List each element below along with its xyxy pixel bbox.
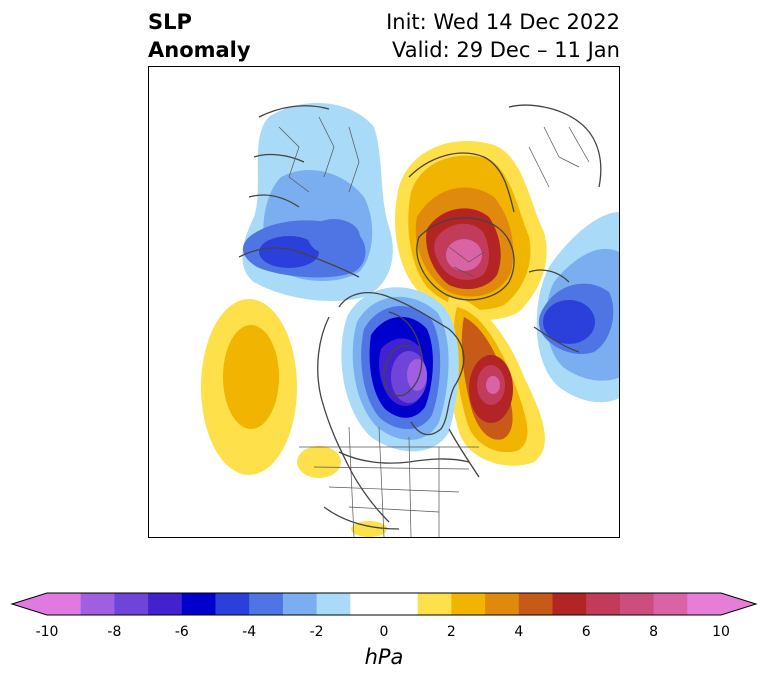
colorbar-cell <box>586 593 621 615</box>
colorbar-tick-label: 6 <box>581 624 591 640</box>
colorbar-tick-label: 8 <box>649 624 659 640</box>
negative-anomaly-north-pacific <box>242 103 393 302</box>
colorbar-cell <box>485 593 520 615</box>
init-date: Init: Wed 14 Dec 2022 <box>386 10 620 34</box>
colorbar-cell <box>47 593 82 615</box>
colorbar <box>10 592 758 616</box>
colorbar-cell <box>350 593 419 615</box>
anomaly-map <box>148 66 620 538</box>
colorbar-cell <box>249 593 284 615</box>
positive-anomaly-east-pacific <box>201 299 387 537</box>
colorbar-cell <box>518 593 553 615</box>
title-right: Init: Wed 14 Dec 2022 Valid: 29 Dec – 11… <box>386 8 620 64</box>
colorbar-cell <box>619 593 655 615</box>
colorbar-tick-label: -2 <box>309 624 324 640</box>
colorbar-tick-label: 2 <box>446 624 456 640</box>
colorbar-cell <box>114 593 149 615</box>
colorbar-over-arrow <box>721 593 756 615</box>
colorbar-cell <box>148 593 183 615</box>
colorbar-cell <box>80 593 115 615</box>
colorbar-outline <box>10 592 758 616</box>
coastlines <box>238 104 602 530</box>
colorbar-cell <box>282 593 318 615</box>
valid-range: Valid: 29 Dec – 11 Jan <box>391 38 620 62</box>
colorbar-units: hPa <box>364 645 404 669</box>
colorbar-cell <box>181 593 216 615</box>
title-variable: SLP <box>148 10 192 34</box>
negative-anomaly-canada <box>341 287 459 452</box>
positive-anomaly-arctic <box>395 141 547 321</box>
colorbar-cell <box>417 593 452 615</box>
colorbar-tick-label: 4 <box>514 624 524 640</box>
colorbar-cell <box>687 593 722 615</box>
colorbar-tick-label: 0 <box>379 624 389 640</box>
title-left: SLP Anomaly <box>148 8 251 64</box>
colorbar-tick-label: 10 <box>712 624 730 640</box>
colorbar-tick-label: -4 <box>242 624 257 640</box>
colorbar-tick-label: -10 <box>35 624 59 640</box>
colorbar-cell <box>316 593 351 615</box>
positive-anomaly-north-atlantic <box>444 297 545 466</box>
colorbar-cells <box>47 593 722 615</box>
title-anomaly: Anomaly <box>148 38 251 62</box>
colorbar-cell <box>451 593 486 615</box>
negative-anomaly-europe <box>536 212 619 403</box>
political-borders <box>278 116 590 537</box>
colorbar-cell <box>215 593 250 615</box>
colorbar-cell <box>653 593 688 615</box>
colorbar-cell <box>552 593 587 615</box>
colorbar-tick-label: -8 <box>107 624 122 640</box>
colorbar-tick-label: -6 <box>174 624 189 640</box>
map-canvas <box>201 103 619 537</box>
colorbar-under-arrow <box>12 593 47 615</box>
